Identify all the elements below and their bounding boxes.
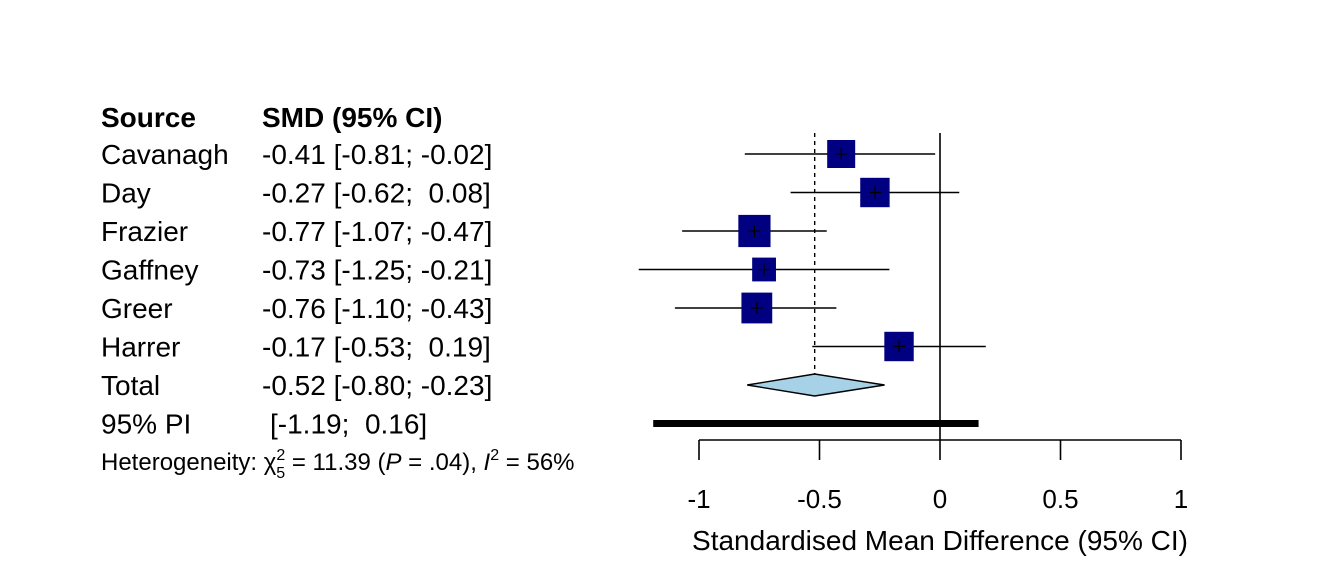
x-tick-label-3: 0.5: [1042, 484, 1078, 514]
x-tick-label-1: -0.5: [797, 484, 842, 514]
x-tick-label-4: 1: [1174, 484, 1188, 514]
study-ci-label-gaffney: -0.73 [-1.25; -0.21]: [262, 255, 492, 286]
study-ci-label-day: -0.27 [-0.62; 0.08]: [262, 178, 491, 209]
x-axis: -1 -0.5 0 0.5 1: [687, 439, 1188, 514]
x-tick-label-2: 0: [933, 484, 947, 514]
prediction-interval-label: 95% PI: [101, 409, 191, 440]
prediction-interval-ci-label: [-1.19; 0.16]: [270, 409, 427, 440]
study-name-greer: Greer: [101, 293, 173, 324]
total-ci-label: -0.52 [-0.80; -0.23]: [262, 370, 492, 401]
total-label: Total: [101, 370, 160, 401]
source-column-header: Source: [101, 102, 196, 133]
study-name-gaffney: Gaffney: [101, 255, 199, 286]
summary-diamond: [747, 373, 885, 397]
study-ci-label-cavanagh: -0.41 [-0.81; -0.02]: [262, 139, 492, 170]
study-rows: Cavanagh -0.41 [-0.81; -0.02] Day -0.27 [-0…: [101, 139, 492, 440]
study-name-cavanagh: Cavanagh: [101, 139, 229, 170]
heterogeneity-text: Heterogeneity: χ2 5 = 11.39 (P = .04), I2…: [101, 447, 575, 482]
smd-column-header: SMD (95% CI): [262, 102, 442, 133]
study-ci-label-greer: -0.76 [-1.10; -0.43]: [262, 293, 492, 324]
x-axis-title: Standardised Mean Difference (95% CI): [692, 525, 1188, 556]
study-ci-label-harrer: -0.17 [-0.53; 0.19]: [262, 332, 491, 363]
plot-marks: [638, 133, 986, 440]
study-name-day: Day: [101, 178, 151, 209]
x-tick-label-0: -1: [687, 484, 710, 514]
study-name-frazier: Frazier: [101, 216, 188, 247]
study-ci-label-frazier: -0.77 [-1.07; -0.47]: [262, 216, 492, 247]
study-name-harrer: Harrer: [101, 332, 180, 363]
